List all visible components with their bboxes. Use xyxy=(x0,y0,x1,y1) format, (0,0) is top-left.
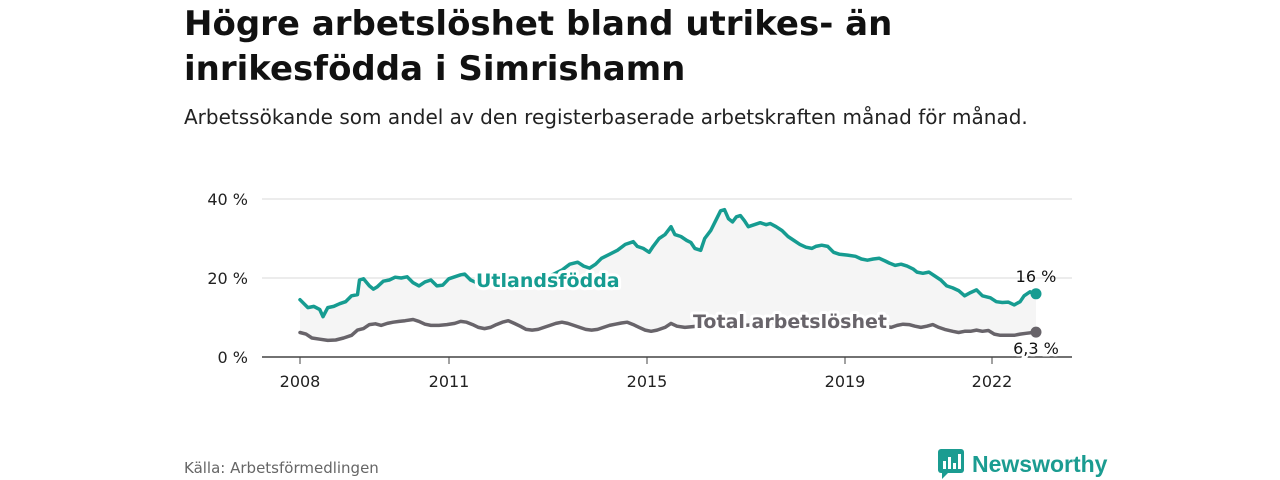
series-line-utlandsfodda xyxy=(298,207,1038,319)
series-lines xyxy=(298,207,1042,343)
series-label-total: Total arbetslöshet xyxy=(693,311,887,333)
x-tick-label: 2022 xyxy=(972,372,1013,391)
chart-title: Högre arbetslöshet bland utrikes- än inr… xyxy=(184,4,893,89)
end-value-total: 6,3 % xyxy=(1013,339,1059,358)
series-label-total-halo: Total arbetslöshet xyxy=(693,311,887,333)
chart-subtitle: Arbetssökande som andel av den registerb… xyxy=(184,105,1028,129)
brand-logo[interactable]: Newsworthy xyxy=(938,448,1107,480)
x-tick-label: 2011 xyxy=(429,372,470,391)
y-tick-label: 40 % xyxy=(207,190,248,209)
series-end-dot xyxy=(1030,288,1042,300)
range-band xyxy=(300,209,1036,341)
series-line-total xyxy=(298,317,1038,343)
series-label-utlandsfodda: Utlandsfödda xyxy=(476,270,620,292)
brand-name: Newsworthy xyxy=(972,450,1108,477)
x-tick-label: 2019 xyxy=(825,372,866,391)
newsworthy-logo-icon xyxy=(938,449,964,479)
x-tick-label: 2008 xyxy=(280,372,321,391)
end-value-utlandsfodda: 16 % xyxy=(1016,267,1057,286)
y-tick-label: 20 % xyxy=(207,269,248,288)
y-tick-label: 0 % xyxy=(218,348,248,367)
x-tick-label: 2015 xyxy=(627,372,668,391)
end-value-total-halo: 6,3 % xyxy=(1013,339,1059,358)
series-label-utlandsfodda-halo: Utlandsfödda xyxy=(476,270,620,292)
axis-ticks: 0 % 20 % 40 % 2008 2011 2015 2019 2022 xyxy=(207,190,1012,391)
series-end-dot xyxy=(1030,326,1042,338)
source-note: Källa: Arbetsförmedlingen xyxy=(184,459,379,477)
